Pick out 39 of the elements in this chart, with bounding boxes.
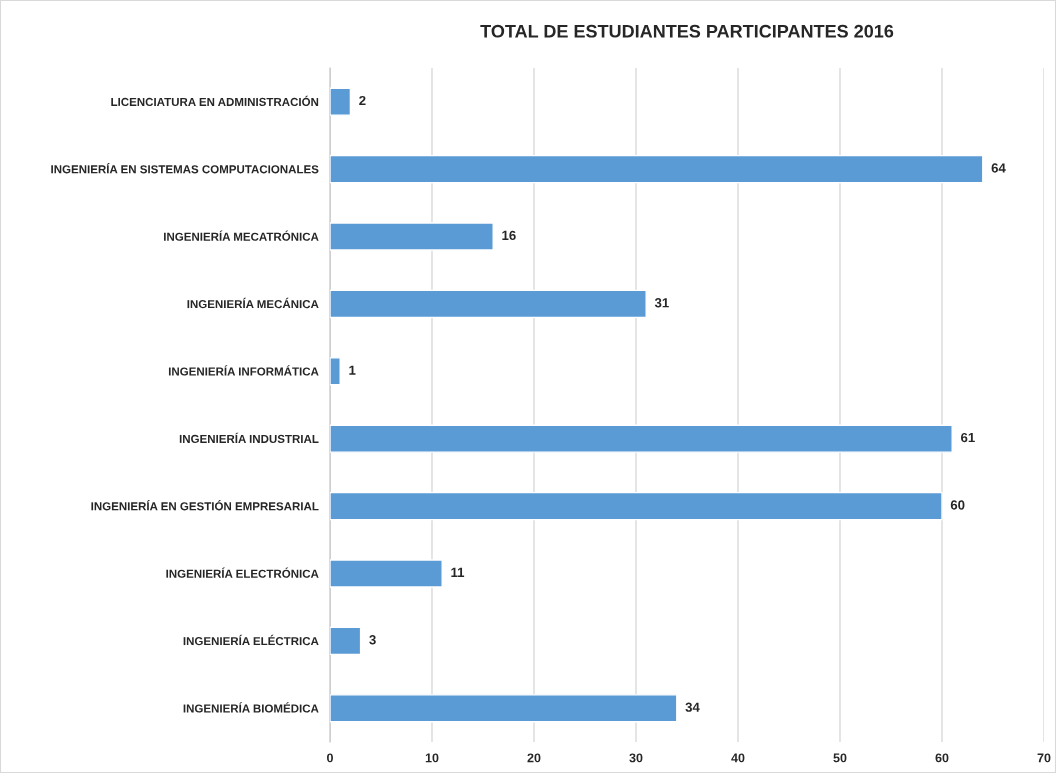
y-tick-label: INGENIERÍA MECÁNICA [187,297,319,309]
y-tick-label: INGENIERÍA ELECTRÓNICA [166,567,319,578]
data-label: 3 [369,635,376,645]
x-tick-label: 60 [935,753,949,763]
bar [330,87,352,116]
data-label: 2 [359,95,366,106]
data-label: 60 [950,500,965,510]
x-tick-label: 70 [1037,753,1051,763]
bar [330,424,953,453]
bar [330,222,494,251]
bar [330,289,647,319]
y-tick-label: INGENIERÍA ELÉCTRICA [183,634,319,646]
x-tick-label: 50 [833,753,847,763]
chart-title: TOTAL DE ESTUDIANTES PARTICIPANTES 2016 [480,24,894,38]
data-label: 11 [451,567,465,577]
data-label: 16 [502,230,516,241]
data-label: 1 [349,365,356,375]
bar [330,154,984,184]
data-label: 31 [654,298,669,308]
bar [330,357,341,386]
y-tick-label: INGENIERÍA BIOMÉDICA [183,702,319,713]
y-tick-label: LICENCIATURA EN ADMINISTRACIÓN [111,95,319,106]
bar [330,694,678,723]
bar [330,491,943,521]
x-tick-label: 40 [731,753,745,763]
x-tick-label: 10 [425,753,439,763]
bar [330,626,362,656]
bar [330,559,443,588]
x-tick-label: 30 [629,753,643,763]
y-tick-label: INGENIERÍA MECATRÓNICA [164,230,319,241]
y-tick-label: INGENIERÍA EN SISTEMAS COMPUTACIONALES [51,163,319,174]
y-tick-label: INGENIERÍA INDUSTRIAL [179,432,319,443]
y-tick-label: INGENIERÍA EN GESTIÓN EMPRESARIAL [91,500,319,511]
data-label: 64 [991,163,1006,173]
data-label: 34 [685,702,700,712]
x-tick-label: 0 [327,753,333,763]
x-tick-label: 20 [527,753,541,763]
data-label: 61 [961,432,975,443]
y-tick-label: INGENIERÍA INFORMÁTICA [168,365,319,376]
